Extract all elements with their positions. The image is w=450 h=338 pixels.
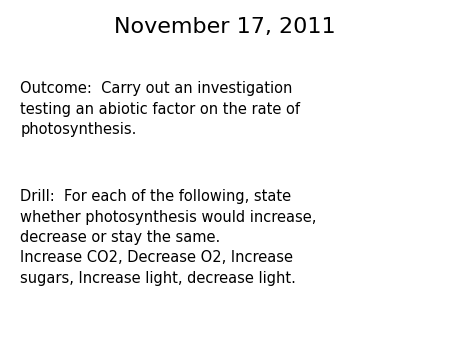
Text: Outcome:  Carry out an investigation
testing an abiotic factor on the rate of
ph: Outcome: Carry out an investigation test… [20,81,300,137]
Text: November 17, 2011: November 17, 2011 [114,17,336,37]
Text: Drill:  For each of the following, state
whether photosynthesis would increase,
: Drill: For each of the following, state … [20,189,317,286]
